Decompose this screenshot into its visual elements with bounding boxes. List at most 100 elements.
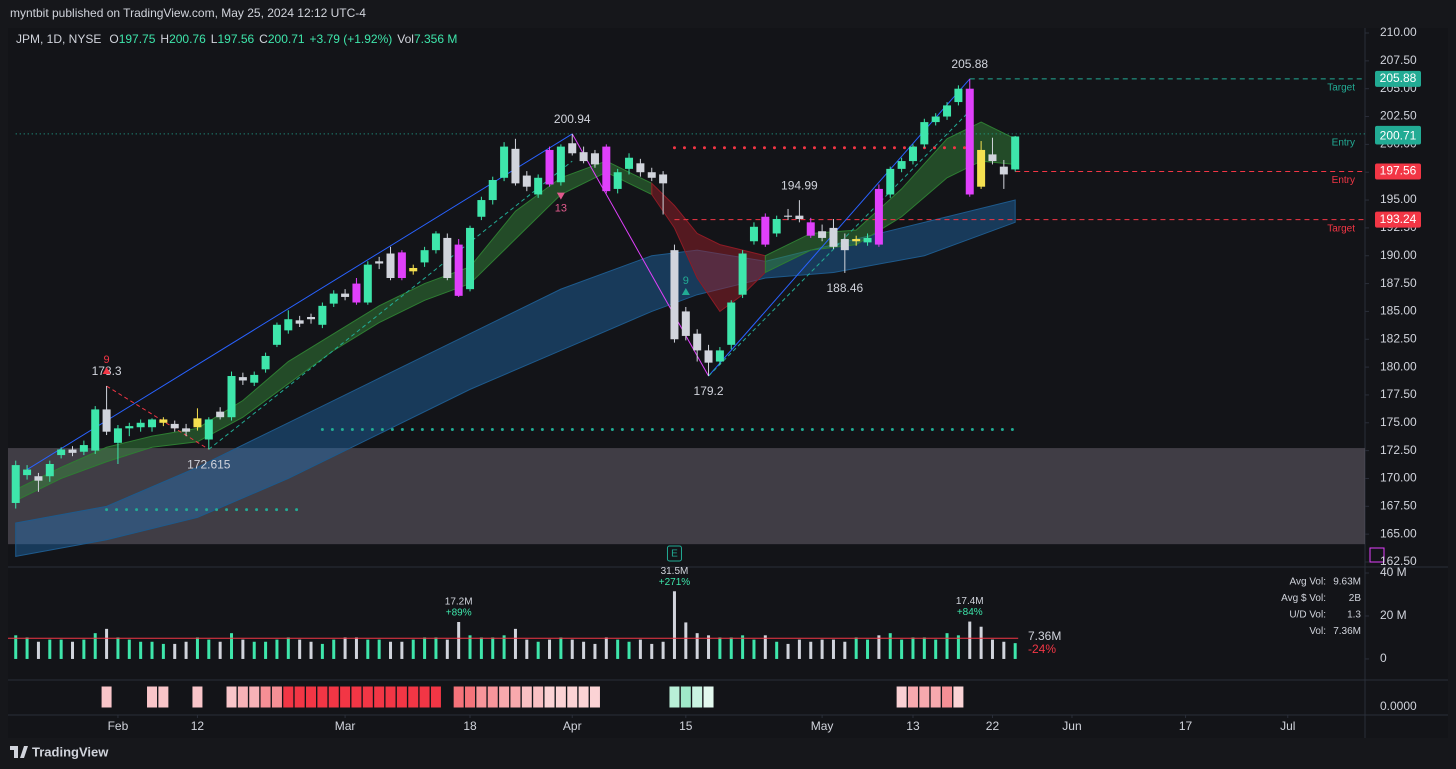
volume-bar bbox=[934, 639, 938, 659]
corner-marker bbox=[1369, 547, 1385, 563]
level-label: Target bbox=[1327, 223, 1355, 234]
candle-body bbox=[454, 244, 463, 296]
volume-bar bbox=[752, 639, 756, 659]
volume-bar bbox=[718, 637, 722, 659]
candle-body bbox=[136, 422, 145, 428]
volume-tick-label: 20 M bbox=[1380, 608, 1407, 622]
volume-annotation-change: +271% bbox=[659, 577, 691, 588]
candle-body bbox=[284, 319, 293, 331]
x-tick-label: Jul bbox=[1280, 719, 1295, 733]
price-tag-label: 205.88 bbox=[1380, 71, 1417, 85]
indicator-cell bbox=[543, 685, 556, 709]
volume-bar bbox=[434, 637, 438, 659]
indicator-cell bbox=[384, 685, 397, 709]
volume-bar bbox=[343, 637, 347, 659]
volume-bar bbox=[729, 637, 733, 659]
candle-body bbox=[420, 250, 429, 263]
candle-body bbox=[193, 418, 202, 428]
volume-bar bbox=[900, 639, 904, 659]
legend-key: Vol bbox=[397, 32, 414, 46]
stat-value: 7.36M bbox=[1333, 626, 1361, 637]
y-tick-label: 190.00 bbox=[1380, 248, 1417, 262]
volume-tick-label: 0 bbox=[1380, 651, 1387, 665]
volume-bar bbox=[48, 639, 52, 659]
price-tag bbox=[1375, 211, 1421, 228]
volume-bar bbox=[775, 641, 779, 659]
volume-bar bbox=[582, 641, 586, 659]
candle-body bbox=[182, 428, 191, 432]
indicator-cell bbox=[327, 685, 340, 709]
volume-bar bbox=[684, 622, 688, 659]
y-tick-label: 177.50 bbox=[1380, 387, 1417, 401]
volume-bar bbox=[548, 639, 552, 659]
candle-body bbox=[352, 283, 361, 303]
candle-body bbox=[784, 215, 793, 217]
candle-body bbox=[897, 161, 906, 169]
volume-bar bbox=[866, 639, 870, 659]
indicator-cell bbox=[146, 685, 159, 709]
indicator-cell bbox=[429, 685, 442, 709]
indicator-cell bbox=[520, 685, 533, 709]
indicator-cell bbox=[350, 685, 363, 709]
y-tick-label: 162.50 bbox=[1380, 554, 1417, 568]
stat-label: Avg $ Vol: bbox=[1281, 593, 1326, 604]
candle-body bbox=[204, 419, 213, 440]
candle-body bbox=[522, 175, 531, 187]
legend-key: O bbox=[109, 32, 118, 46]
volume-bar bbox=[843, 641, 847, 659]
volume-bar bbox=[956, 635, 960, 659]
volume-bar bbox=[207, 639, 211, 659]
indicator-cell bbox=[452, 685, 465, 709]
candle-body bbox=[261, 355, 270, 370]
legend-value: 197.75 bbox=[119, 32, 156, 46]
indicator-cell bbox=[498, 685, 511, 709]
volume-last-change: -24% bbox=[1028, 642, 1056, 656]
volume-bar bbox=[968, 621, 972, 659]
candle-body bbox=[477, 200, 486, 217]
candle-body bbox=[488, 180, 497, 201]
volume-bar bbox=[502, 635, 506, 659]
candle-body bbox=[79, 445, 88, 452]
signal-triangle bbox=[556, 192, 565, 200]
legend: JPM, 1D, NYSE O197.75 H200.76 L197.56 C200.7… bbox=[16, 32, 457, 46]
candle-body bbox=[341, 293, 350, 297]
volume-bar bbox=[105, 628, 109, 659]
indicator-cell bbox=[395, 685, 408, 709]
volume-annotation-change: +89% bbox=[446, 608, 472, 619]
signal-count: 9 bbox=[683, 275, 689, 287]
candle-body bbox=[431, 233, 440, 251]
volume-bar bbox=[593, 643, 597, 659]
volume-bar bbox=[184, 641, 188, 659]
volume-bar bbox=[854, 637, 858, 659]
x-tick-label: 15 bbox=[679, 719, 693, 733]
indicator-cell bbox=[918, 685, 931, 709]
indicator-cell bbox=[407, 685, 420, 709]
indicator-cell bbox=[895, 685, 908, 709]
candle-body bbox=[681, 311, 690, 336]
price-tag bbox=[1375, 163, 1421, 180]
indicator-tick-label: 0.0000 bbox=[1380, 699, 1417, 713]
volume-bar bbox=[218, 641, 222, 659]
volume-bar bbox=[252, 641, 256, 659]
volume-bar bbox=[309, 641, 313, 659]
volume-bar bbox=[59, 639, 63, 659]
price-tag bbox=[1375, 128, 1421, 145]
volume-bar bbox=[1013, 643, 1017, 659]
indicator-cell bbox=[566, 685, 579, 709]
candle-body bbox=[931, 116, 940, 123]
volume-bar bbox=[400, 641, 404, 659]
volume-bar bbox=[1002, 641, 1006, 659]
candle-body bbox=[45, 463, 54, 477]
trend-line bbox=[106, 385, 210, 450]
volume-annotation: 17.4M bbox=[956, 596, 984, 607]
candle-body bbox=[670, 250, 679, 340]
y-tick-label: 172.50 bbox=[1380, 443, 1417, 457]
volume-bar bbox=[468, 635, 472, 659]
candle-body bbox=[125, 426, 134, 429]
candle-body bbox=[840, 239, 849, 251]
indicator-cell bbox=[679, 685, 692, 709]
price-pane bbox=[8, 78, 1365, 558]
volume-bar bbox=[320, 643, 324, 659]
candle-body bbox=[704, 350, 713, 363]
